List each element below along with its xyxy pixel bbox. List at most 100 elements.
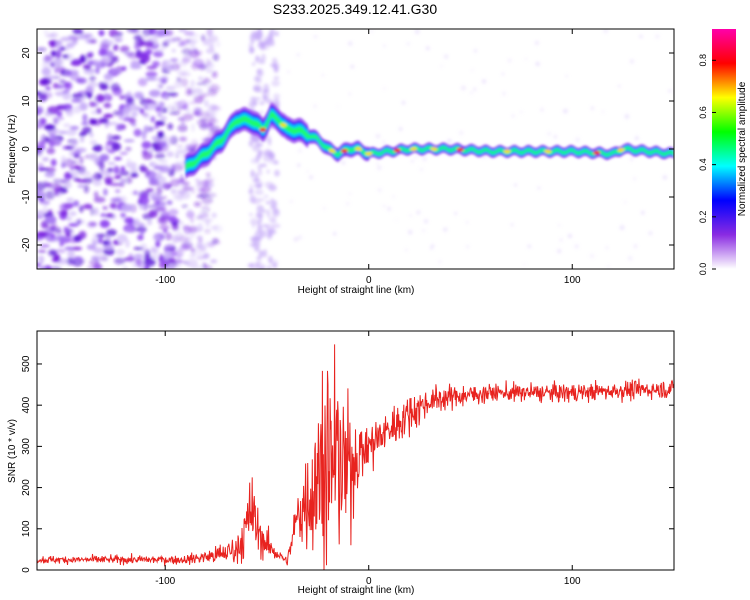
noise-blob <box>254 57 264 64</box>
noise-blob <box>121 106 131 114</box>
noise-blob <box>640 210 645 215</box>
noise-blob <box>142 151 153 160</box>
noise-blob <box>111 142 121 151</box>
noise-blob <box>109 182 121 187</box>
noise-blob <box>559 238 563 242</box>
noise-blob <box>160 115 167 122</box>
noise-blob <box>55 40 63 45</box>
noise-blob <box>92 241 97 247</box>
noise-blob <box>149 161 158 168</box>
noise-blob <box>458 130 464 136</box>
noise-blob <box>158 164 169 173</box>
noise-blob <box>406 42 410 46</box>
noise-blob <box>273 93 281 100</box>
noise-blob <box>189 39 196 48</box>
noise-blob <box>66 129 77 136</box>
noise-blob <box>210 225 219 230</box>
noise-blob <box>156 29 169 37</box>
noise-blob <box>253 86 259 92</box>
noise-blob <box>118 111 124 121</box>
noise-blob <box>68 223 79 227</box>
noise-blob <box>86 39 91 44</box>
noise-blob <box>133 246 144 251</box>
noise-blob <box>143 258 156 267</box>
noise-blob <box>81 126 92 135</box>
noise-blob <box>174 160 185 166</box>
noise-blob <box>144 265 150 269</box>
noise-blob <box>44 171 55 178</box>
noise-blob <box>47 106 59 115</box>
noise-blob <box>103 93 113 102</box>
noise-blob <box>87 265 100 269</box>
y-tick-label: 20 <box>21 47 32 59</box>
noise-blob <box>71 246 83 251</box>
noise-blob <box>50 265 62 269</box>
noise-blob <box>174 152 180 159</box>
noise-blob <box>199 118 208 123</box>
noise-blob <box>113 242 123 246</box>
noise-blob <box>95 94 105 103</box>
y-tick-label: 0 <box>21 567 32 573</box>
noise-blob <box>398 127 403 131</box>
noise-blob <box>92 144 103 153</box>
noise-blob <box>37 146 43 155</box>
noise-blob <box>119 45 130 53</box>
noise-blob <box>145 188 154 193</box>
colorbar-tick-label: 0.6 <box>698 106 708 119</box>
noise-blob <box>173 80 184 89</box>
noise-blob <box>190 123 196 133</box>
colorbar-gradient <box>712 29 736 269</box>
noise-blob <box>130 172 139 178</box>
noise-blob <box>296 53 301 57</box>
noise-blob <box>133 34 143 41</box>
noise-blob <box>257 183 262 189</box>
noise-blob <box>121 203 133 212</box>
noise-blob <box>268 138 272 146</box>
noise-blob <box>113 35 124 43</box>
noise-blob <box>110 69 123 75</box>
noise-blob <box>133 128 142 137</box>
noise-blob <box>106 229 117 237</box>
noise-blob <box>601 110 605 113</box>
noise-blob <box>387 206 392 211</box>
noise-blob <box>62 54 69 59</box>
noise-blob <box>202 122 212 127</box>
noise-blob <box>258 213 265 218</box>
noise-blob <box>54 187 59 196</box>
noise-blob <box>133 91 143 99</box>
noise-blob <box>293 236 299 242</box>
noise-blob <box>617 84 621 88</box>
noise-blob <box>168 111 180 115</box>
noise-blob <box>45 33 56 38</box>
noise-blob <box>40 117 47 126</box>
noise-blob <box>178 29 187 33</box>
noise-blob <box>44 190 56 200</box>
noise-blob <box>184 143 192 152</box>
noise-blob <box>115 124 123 132</box>
noise-blob <box>106 121 118 126</box>
noise-blob <box>259 229 266 239</box>
noise-blob <box>125 161 137 169</box>
noise-blob <box>63 123 71 128</box>
noise-blob <box>257 224 263 232</box>
noise-blob <box>524 57 528 61</box>
noise-blob <box>141 141 152 149</box>
noise-blob <box>208 84 220 93</box>
noise-blob <box>76 77 88 84</box>
noise-blob <box>627 255 633 261</box>
noise-blob <box>130 64 142 70</box>
noise-blob <box>178 41 185 47</box>
noise-blob <box>179 178 184 185</box>
noise-blob <box>565 75 568 78</box>
noise-blob <box>205 69 213 73</box>
noise-blob <box>198 76 203 81</box>
noise-blob <box>37 249 47 253</box>
noise-blob <box>45 91 53 99</box>
noise-blob <box>41 93 47 97</box>
snr-y-label: SNR (10 * v/v) <box>7 419 18 483</box>
noise-blob <box>287 70 290 74</box>
snr-frame <box>36 330 675 571</box>
noise-blob <box>165 265 175 269</box>
noise-blob <box>166 92 179 97</box>
noise-blob <box>45 86 51 91</box>
